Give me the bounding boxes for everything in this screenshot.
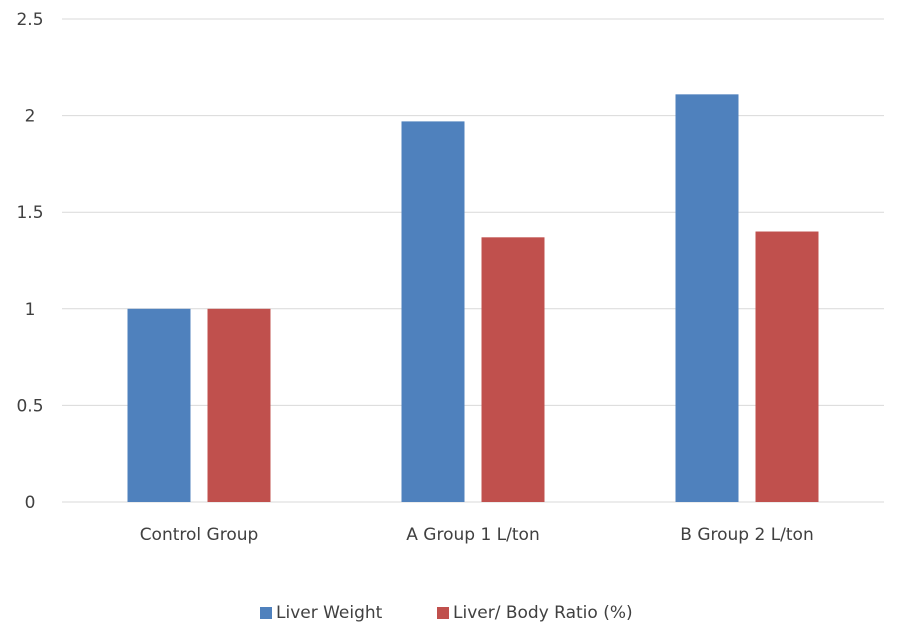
bar-liver-weight	[127, 308, 191, 502]
y-tick-label: 2	[25, 107, 36, 127]
bar-liver-weight	[675, 94, 739, 503]
bar-liver-body-ratio	[481, 237, 545, 503]
y-tick-label: 0.5	[16, 396, 43, 416]
x-category-label: Control Group	[140, 525, 259, 545]
x-category-label: A Group 1 L/ton	[406, 525, 539, 545]
x-axis-category-labels: Control Group A Group 1 L/ton B Group 2 L/…	[140, 525, 814, 545]
bar-liver-body-ratio	[207, 308, 271, 502]
y-tick-label: 2.5	[16, 10, 43, 30]
legend-label: Liver Weight	[276, 603, 383, 623]
bar-liver-body-ratio	[755, 231, 819, 502]
y-tick-label: 0	[25, 493, 36, 513]
bars	[127, 94, 819, 503]
y-tick-label: 1	[25, 300, 36, 320]
legend: Liver Weight Liver/ Body Ratio (%)	[260, 603, 633, 623]
gridlines	[62, 18, 884, 503]
legend-label: Liver/ Body Ratio (%)	[453, 603, 633, 623]
legend-swatch	[260, 607, 272, 619]
y-axis-tick-labels: 0 0.5 1 1.5 2 2.5	[16, 10, 43, 513]
bar-liver-weight	[401, 121, 465, 502]
x-category-label: B Group 2 L/ton	[680, 525, 814, 545]
legend-swatch	[437, 607, 449, 619]
y-tick-label: 1.5	[16, 203, 43, 223]
